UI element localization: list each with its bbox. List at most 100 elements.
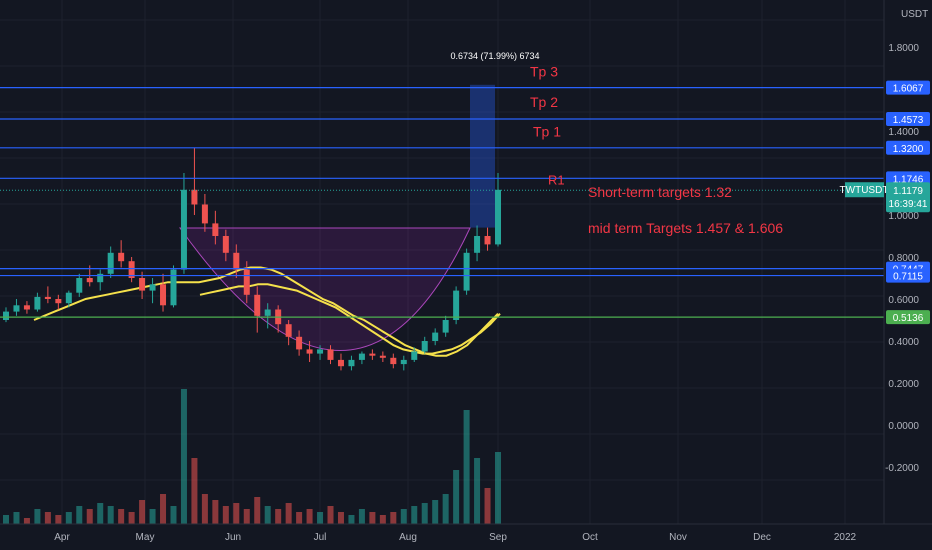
level-lines: [0, 86, 884, 318]
volume-bar: [390, 512, 397, 524]
x-tick-label: Dec: [753, 532, 771, 543]
x-tick-label: May: [136, 532, 155, 543]
candle: [149, 278, 156, 304]
volume-bar: [97, 503, 104, 524]
volume-bar: [463, 410, 470, 524]
candle: [201, 194, 208, 232]
candle: [484, 227, 491, 251]
level-tag: [886, 171, 930, 186]
candle: [139, 271, 146, 299]
volume-bar: [442, 494, 449, 524]
candle: [495, 173, 501, 247]
candle: [128, 257, 135, 283]
x-tick-label: Nov: [669, 532, 687, 543]
volume-bar: [327, 506, 334, 524]
y-tick-label: 0.0000: [888, 421, 919, 432]
volume-bar: [358, 509, 365, 524]
candle: [400, 355, 407, 371]
candle: [76, 273, 83, 297]
x-tick-label: Sep: [489, 532, 507, 543]
time-axis: Apr May Jun Jul Aug Sep Oct Nov Dec 2022: [54, 532, 856, 543]
candle: [254, 286, 261, 333]
price-tags: 1.60671.45731.32001.17460.74470.71150.51…: [840, 80, 930, 325]
x-tick-label: Jun: [225, 532, 241, 543]
volume-bar: [44, 512, 51, 524]
y-tick-label: 1.4000: [888, 127, 919, 138]
candle: [421, 336, 428, 354]
x-tick-label: Aug: [399, 532, 417, 543]
volume-bar: [400, 509, 407, 524]
candle: [44, 286, 51, 304]
volume-bar: [212, 500, 219, 524]
level-tag-text: 1.6067: [893, 84, 924, 95]
candle: [432, 328, 439, 346]
symbol-tag-text: TWTUSDT: [840, 185, 889, 196]
y-tick-label: 0.2000: [888, 379, 919, 390]
volume-bar: [285, 503, 292, 524]
volume-bar: [317, 512, 324, 524]
volume-bar: [337, 512, 344, 524]
candle: [337, 353, 344, 371]
level-tag-text: 1.1746: [893, 174, 924, 185]
candle: [327, 345, 334, 365]
candle: [65, 290, 72, 308]
volume-bar: [243, 509, 250, 524]
candle: [34, 292, 41, 312]
candle: [348, 355, 355, 371]
volume-bar: [495, 452, 501, 524]
volume-bar: [13, 512, 20, 524]
volume-bar: [254, 497, 261, 524]
candle: [453, 286, 460, 325]
volume-bar: [76, 506, 83, 524]
measure-rect: [470, 84, 495, 228]
volume-bar: [379, 515, 386, 524]
volume-bar: [86, 509, 93, 524]
y-tick-label: -0.2000: [885, 463, 919, 474]
candle: [3, 307, 9, 323]
candle: [285, 320, 292, 346]
price-axis: 1.8000 1.4000 1.0000 0.8000 0.6000 0.4000 0.20…: [885, 43, 919, 474]
volume-bar: [180, 389, 187, 524]
volume-bar: [369, 512, 376, 524]
symbol-tag: [845, 182, 884, 198]
chart-annotation: mid term Targets 1.457 & 1.606: [588, 220, 783, 236]
candle: [264, 303, 271, 329]
x-tick-label: Jul: [314, 532, 327, 543]
candle: [55, 294, 62, 310]
volume-bar: [118, 509, 125, 524]
chart-annotation: R1: [548, 173, 565, 188]
volume-bar: [296, 512, 303, 524]
candle: [296, 330, 303, 356]
level-tag: [886, 111, 930, 126]
candle: [170, 265, 177, 308]
y-tick-label: 0.4000: [888, 337, 919, 348]
annotations: Tp 3 Tp 2 Tp 1 R1 Short-term targets 1.32 mid…: [530, 63, 783, 235]
candle: [411, 347, 418, 362]
volume-bar: [421, 503, 428, 524]
volume-bar: [23, 518, 30, 524]
x-tick-label: Apr: [54, 532, 70, 543]
measure-box: 0.6734 (71.99%) 6734: [450, 51, 540, 228]
volume-bar: [264, 506, 271, 524]
x-tick-label: 2022: [834, 532, 857, 543]
level-tag: [886, 268, 930, 283]
candle: [97, 269, 104, 291]
candle: [369, 349, 376, 360]
y-tick-label: 1.0000: [888, 211, 919, 222]
volume-bar: [275, 509, 282, 524]
volume-bar: [484, 488, 491, 524]
candle: [442, 315, 449, 337]
candle: [390, 353, 397, 369]
candle: [118, 240, 125, 268]
volume-bar: [191, 458, 198, 524]
volume-bar: [107, 506, 114, 524]
candle: [160, 273, 167, 312]
chart-annotation: Tp 2: [530, 94, 558, 110]
volume-bar: [432, 500, 439, 524]
last-price-text: 1.1179: [893, 186, 923, 197]
volume-bar: [348, 515, 355, 524]
volume-bar: [411, 506, 418, 524]
volume-bar: [160, 494, 167, 524]
level-tag: [886, 310, 930, 325]
candle: [191, 147, 198, 215]
